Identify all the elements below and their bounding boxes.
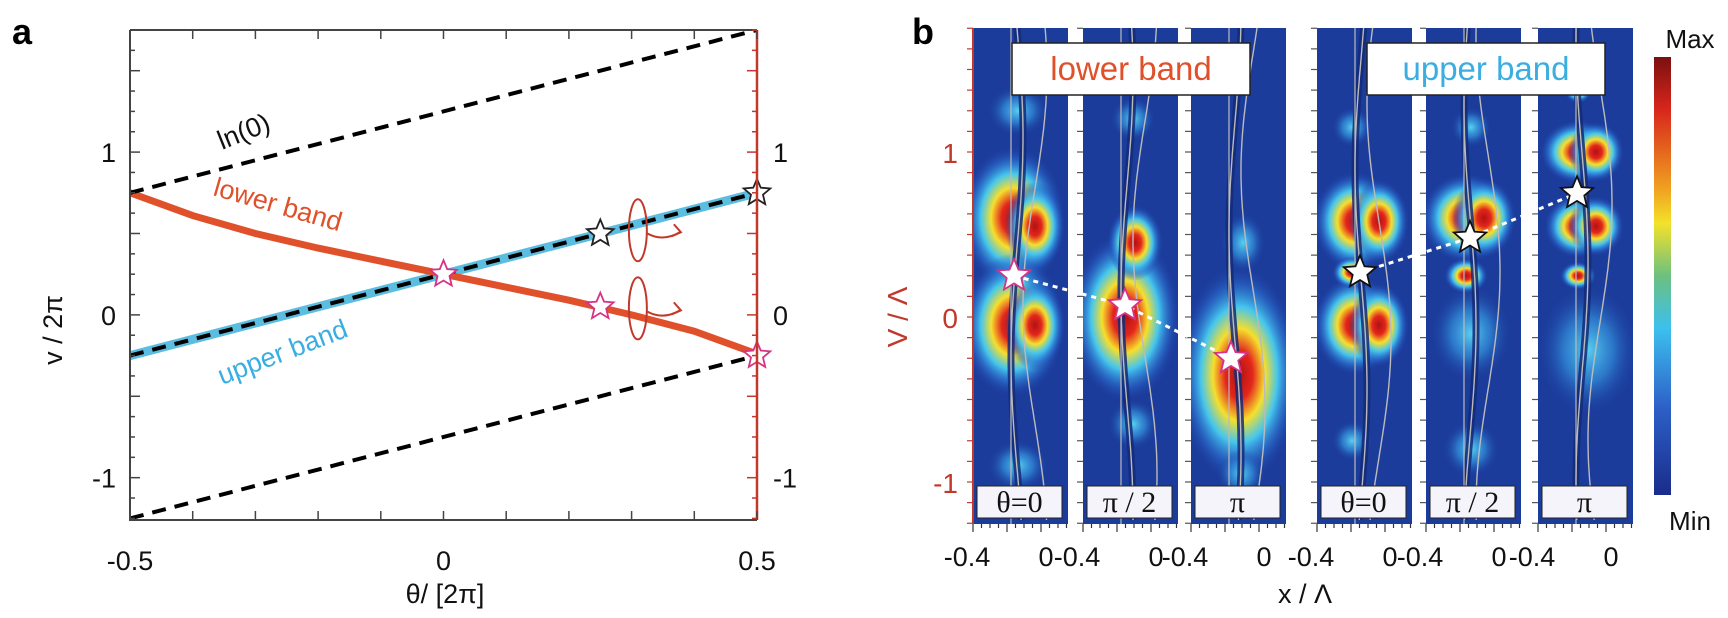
rotation-arrow-icon [646,301,683,317]
x-tick-label: 0 [1382,542,1397,572]
field-map-panel: π -0.4 0 [1509,27,1633,572]
field-intensity-lobe [1107,204,1163,281]
x-tick-label: 0 [1603,542,1618,572]
band-label-box [1011,42,1251,96]
colorbar [1654,57,1671,495]
star-marker-lower [1106,286,1144,322]
theta-label: π [1230,486,1245,519]
interface-curve [1575,28,1589,521]
star-marker-lower [584,290,616,321]
rotation-ellipse [627,276,648,341]
right-y-tick-label: -1 [773,464,797,494]
dotted-band-path [1359,191,1578,274]
rotation-ellipse [627,198,648,263]
field-map-panel: π / 2-0.4 0 [1397,27,1521,572]
x-tick-label: -0.4 [1054,542,1101,572]
y-tick-label: -1 [933,468,958,499]
series-line-ln-0- [130,30,757,195]
y-tick-label: -1 [92,464,116,494]
field-map [1317,28,1412,524]
panel-label-b: b [912,11,934,52]
panel-b-plot: θ=0-0.4 0π / 2-0.4 0π-0.4 0θ=0-0.4 0π / 2-0.… [933,27,1633,572]
y-axis-title: v / 2π [38,295,68,365]
star-marker-upper [584,217,616,247]
y-axis-title-b: V / Λ [882,287,913,348]
x-tick-label: -0.4 [944,542,991,572]
field-map-panel: π -0.4 0 [1162,27,1286,572]
field-intensity-lobe [1451,107,1491,148]
field-intensity-lobe [1431,285,1511,382]
interface-curve [1366,28,1392,521]
x-tick-label: 0 [1038,542,1053,572]
theta-label-box [1320,485,1407,519]
band-label: lower band [1050,50,1211,87]
field-intensity-lobe [1349,283,1409,368]
field-map [1191,28,1286,524]
x-tick-label: 0 [1148,542,1163,572]
x-tick-label: 0.5 [738,546,776,576]
star-marker-lower [995,256,1033,292]
field-map [1538,28,1633,524]
theta-label-box [976,485,1063,519]
star-marker-upper [1451,218,1489,254]
band-label-box [1366,42,1606,96]
interface-curve [1587,28,1613,521]
panel-label-a: a [12,11,33,52]
field-intensity-lobe [988,85,1048,136]
field-intensity-lobe [1005,280,1065,371]
theta-label: π / 2 [1446,486,1499,519]
star-marker-lower [427,257,460,288]
theta-label-box [1541,485,1628,519]
rotation-arrow-icon [646,223,683,239]
field-map-panel: θ=0-0.4 0 [944,27,1068,572]
star-marker-upper [1341,253,1379,289]
field-map [1426,28,1521,524]
x-axis-title-b: x / Λ [1278,579,1332,609]
x-tick-label: -0.4 [1397,542,1444,572]
x-axis-title: θ/ [2π] [406,579,485,609]
x-tick-label: -0.5 [107,546,154,576]
panel-b: b θ=0-0.4 0π / 2-0.4 0π-0.4 0θ=0-0.4 0π / 2-… [882,11,1715,609]
interface-curve [1240,28,1266,521]
field-map [1083,28,1178,524]
theta-label-box [1194,485,1281,519]
y-tick-label: 1 [101,138,116,168]
x-tick-label: 0 [1256,542,1271,572]
theta-label: θ=0 [996,486,1042,519]
right-y-tick-label: 1 [773,138,788,168]
star-marker-upper [1558,173,1596,209]
colorbar-max-label: Max [1665,24,1714,54]
theta-label: π / 2 [1103,486,1156,519]
colorbar-min-label: Min [1669,506,1711,536]
field-map-panel: θ=0-0.4 0 [1288,27,1412,572]
interface-curve [1475,28,1501,521]
y-tick-label: 0 [942,303,958,334]
y-tick-label: 0 [101,301,116,331]
y-tick-label: 1 [942,138,958,169]
panel-a-plot: -0.5 0 0.5 1 0 -1 1 0 -1 [92,29,797,576]
star-marker-lower [1212,338,1250,374]
right-y-tick-label: 0 [773,301,788,331]
x-tick-label: -0.4 [1509,542,1556,572]
interface-curve [1132,28,1158,521]
theta-label-box [1429,485,1516,519]
annotation-ln0: ln(0) [213,108,274,156]
field-intensity-lobe [1332,107,1372,148]
theta-label: π [1577,486,1592,519]
theta-label: θ=0 [1340,486,1386,519]
band-label: upper band [1403,50,1570,87]
panel-a: a -0.5 0 0.510-110-1 θ/ [2π] v / 2π ln(0) … [12,11,797,609]
x-tick-label: -0.4 [1162,542,1209,572]
x-tick-label: 0 [436,546,451,576]
x-tick-label: -0.4 [1288,542,1335,572]
x-tick-label: 0 [1491,542,1506,572]
interface-curve [1228,28,1242,521]
theta-label-box [1086,485,1173,519]
series-line-dashed-4 [130,353,757,520]
